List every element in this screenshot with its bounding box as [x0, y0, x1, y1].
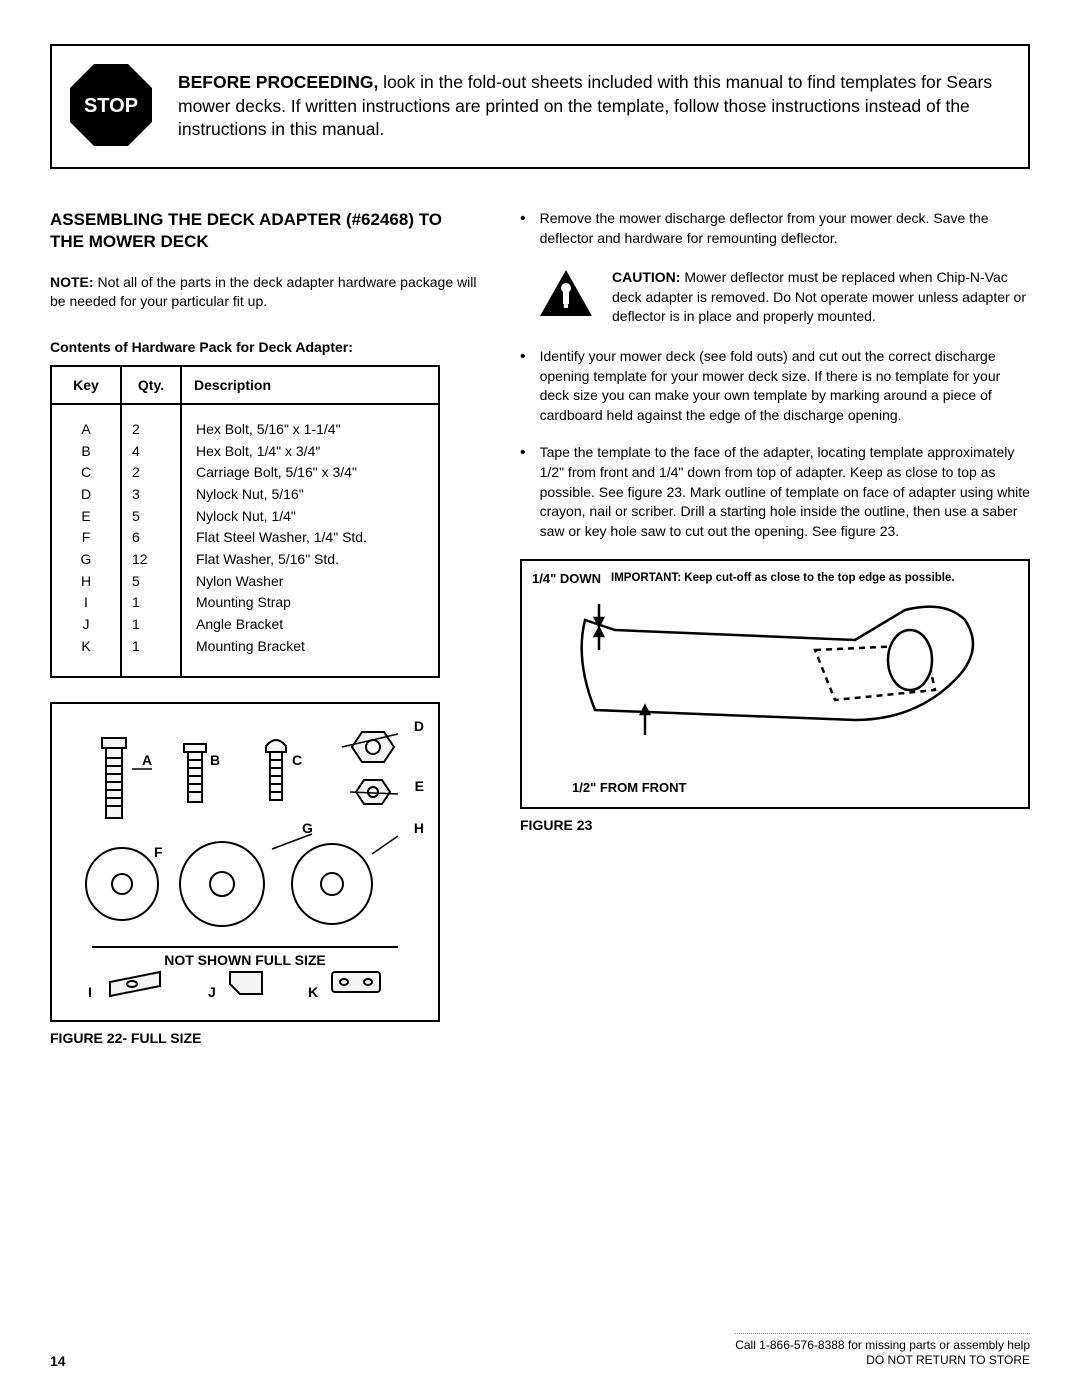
table-header-row: Key Qty. Description — [52, 367, 438, 405]
note-bold: NOTE: — [50, 274, 94, 290]
contents-label: Contents of Hardware Pack for Deck Adapt… — [50, 339, 480, 355]
th-key: Key — [52, 367, 122, 403]
bullet-item: • Identify your mower deck (see fold out… — [520, 347, 1030, 425]
two-column-layout: ASSEMBLING THE DECK ADAPTER (#62468) TO … — [50, 209, 1030, 1046]
figure-22-caption: FIGURE 22- FULL SIZE — [50, 1030, 480, 1046]
cell-qty: 5 — [132, 571, 180, 593]
stop-sign-icon: STOP — [68, 62, 154, 151]
figure-23-box: 1/4" DOWN IMPORTANT: Keep cut-off as clo… — [520, 559, 1030, 809]
cell-key: B — [52, 441, 120, 463]
fig23-front-label: 1/2" FROM FRONT — [572, 780, 687, 795]
stop-bold-lead: BEFORE PROCEEDING, — [178, 72, 378, 92]
cell-desc: Flat Steel Washer, 1/4" Std. — [196, 527, 438, 549]
stop-text: BEFORE PROCEEDING, look in the fold-out … — [178, 71, 1008, 142]
cell-key: I — [52, 592, 120, 614]
cell-desc: Carriage Bolt, 5/16" x 3/4" — [196, 462, 438, 484]
cell-desc: Hex Bolt, 1/4" x 3/4" — [196, 441, 438, 463]
cell-key: E — [52, 506, 120, 528]
cell-key: K — [52, 636, 120, 658]
page-number: 14 — [50, 1353, 66, 1369]
hardware-table: Key Qty. Description A B C D E F G H I J… — [50, 365, 440, 678]
cell-qty: 3 — [132, 484, 180, 506]
cell-desc: Angle Bracket — [196, 614, 438, 636]
cell-key: A — [52, 419, 120, 441]
cell-desc: Mounting Strap — [196, 592, 438, 614]
adapter-illustration-icon — [532, 590, 1018, 750]
stop-warning-box: STOP BEFORE PROCEEDING, look in the fold… — [50, 44, 1030, 169]
cell-qty: 1 — [132, 614, 180, 636]
cell-qty: 6 — [132, 527, 180, 549]
left-column: ASSEMBLING THE DECK ADAPTER (#62468) TO … — [50, 209, 480, 1046]
cell-desc: Flat Washer, 5/16" Std. — [196, 549, 438, 571]
cell-desc: Mounting Bracket — [196, 636, 438, 658]
bullet-text: Remove the mower discharge deflector fro… — [540, 209, 1030, 248]
fig22-label-f: F — [154, 844, 163, 860]
col-qty: 2 4 2 3 5 6 12 5 1 1 1 — [122, 405, 182, 676]
footer-line1: Call 1-866-576-8388 for missing parts or… — [735, 1338, 1030, 1354]
fig22-label-b: B — [210, 752, 220, 768]
fig22-label-k: K — [308, 984, 318, 1000]
caution-block: ! CAUTION: Mower deflector must be repla… — [538, 268, 1030, 327]
cell-desc: Nylon Washer — [196, 571, 438, 593]
cell-qty: 1 — [132, 636, 180, 658]
figure-22-box: A B C D E F G H I J K NOT SHOWN FULL SIZ… — [50, 702, 440, 1022]
cell-key: C — [52, 462, 120, 484]
page-footer: 14 Call 1-866-576-8388 for missing parts… — [50, 1333, 1030, 1369]
table-body: A B C D E F G H I J K 2 4 2 3 5 — [52, 405, 438, 676]
figure-23-caption: FIGURE 23 — [520, 817, 1030, 833]
bullet-text: Tape the template to the face of the ada… — [540, 443, 1030, 541]
fig22-label-j: J — [208, 984, 216, 1000]
cell-qty: 2 — [132, 462, 180, 484]
note-block: NOTE: Not all of the parts in the deck a… — [50, 273, 480, 311]
cell-qty: 2 — [132, 419, 180, 441]
bullet-item: • Remove the mower discharge deflector f… — [520, 209, 1030, 248]
cell-qty: 5 — [132, 506, 180, 528]
bullet-icon: • — [520, 443, 526, 541]
cell-key: F — [52, 527, 120, 549]
th-qty: Qty. — [122, 367, 182, 403]
cell-qty: 1 — [132, 592, 180, 614]
fig22-label-d: D — [414, 718, 424, 734]
cell-key: D — [52, 484, 120, 506]
caution-text: CAUTION: Mower deflector must be replace… — [612, 268, 1030, 327]
not-shown-label: NOT SHOWN FULL SIZE — [92, 946, 398, 968]
cell-desc: Nylock Nut, 5/16" — [196, 484, 438, 506]
fig22-label-a: A — [142, 752, 152, 768]
fig23-important-text: Keep cut-off as close to the top edge as… — [684, 572, 954, 584]
footer-help: Call 1-866-576-8388 for missing parts or… — [735, 1333, 1030, 1369]
col-desc: Hex Bolt, 5/16" x 1-1/4" Hex Bolt, 1/4" … — [182, 405, 438, 676]
bullet-icon: • — [520, 347, 526, 425]
fig23-down-label: 1/4" DOWN — [532, 571, 601, 586]
fig22-label-g: G — [302, 820, 313, 836]
cell-desc: Nylock Nut, 1/4" — [196, 506, 438, 528]
fig22-label-h: H — [414, 820, 424, 836]
section-title: ASSEMBLING THE DECK ADAPTER (#62468) TO … — [50, 209, 480, 253]
bullet-item: • Tape the template to the face of the a… — [520, 443, 1030, 541]
footer-line2: DO NOT RETURN TO STORE — [735, 1353, 1030, 1369]
th-desc: Description — [182, 367, 438, 403]
caution-bold: CAUTION: — [612, 269, 680, 285]
note-text: Not all of the parts in the deck adapter… — [50, 274, 476, 309]
warning-triangle-icon: ! — [538, 268, 594, 321]
footer-divider — [735, 1333, 1030, 1334]
bullet-text: Identify your mower deck (see fold outs)… — [540, 347, 1030, 425]
fig22-label-c: C — [292, 752, 302, 768]
cell-qty: 12 — [132, 549, 180, 571]
cell-key: G — [52, 549, 120, 571]
col-keys: A B C D E F G H I J K — [52, 405, 122, 676]
cell-desc: Hex Bolt, 5/16" x 1-1/4" — [196, 419, 438, 441]
cell-key: J — [52, 614, 120, 636]
cell-qty: 4 — [132, 441, 180, 463]
stop-label: STOP — [84, 95, 138, 117]
fig22-label-i: I — [88, 984, 92, 1000]
right-column: • Remove the mower discharge deflector f… — [520, 209, 1030, 1046]
cell-key: H — [52, 571, 120, 593]
bullet-icon: • — [520, 209, 526, 248]
fig23-important-bold: IMPORTANT: — [611, 572, 681, 584]
fig22-label-e: E — [415, 778, 424, 794]
